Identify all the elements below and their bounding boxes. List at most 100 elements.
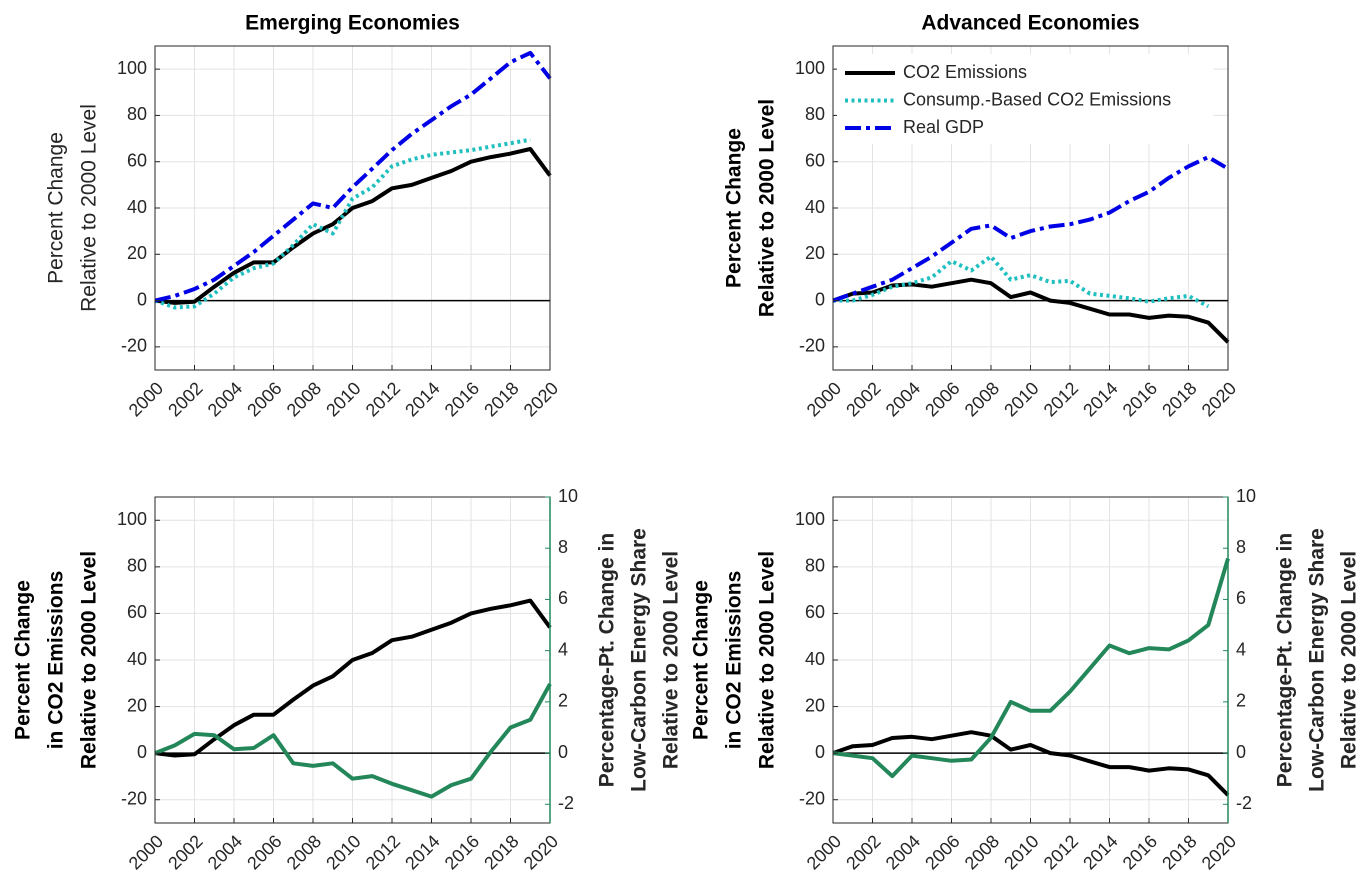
y-axis-label: Relative to 2000 Level <box>78 104 101 312</box>
y2-tick-label: 10 <box>1236 486 1256 506</box>
x-tick-label: 2000 <box>125 378 167 420</box>
y-tick-label: 0 <box>815 289 825 309</box>
y-tick-label: 60 <box>127 602 147 622</box>
series-line <box>832 730 1230 797</box>
x-tick-label: 2002 <box>842 378 884 420</box>
y-tick-label: 20 <box>127 695 147 715</box>
y2-tick-label: -2 <box>558 793 574 813</box>
y-tick-label: 80 <box>127 556 147 576</box>
y2-tick-label: 0 <box>558 742 568 762</box>
series-line <box>832 557 1230 779</box>
y-axis-label: Relative to 2000 Level <box>756 99 779 317</box>
x-tick-label: 2012 <box>362 831 404 873</box>
x-tick-label: 2006 <box>921 831 963 873</box>
y-axis-label: in CO2 Emissions <box>45 571 68 750</box>
y2-axis-label: Relative to 2000 Level <box>1338 551 1361 769</box>
x-tick-label: 2004 <box>204 831 246 873</box>
y-axis-label: Percent Change <box>690 580 713 740</box>
x-tick-label: 2010 <box>1000 378 1042 420</box>
x-tick-label: 2000 <box>803 831 845 873</box>
y-tick-label: -20 <box>121 336 147 356</box>
y2-axis-label: Percentage-Pt. Change in <box>596 533 619 787</box>
y-tick-label: 40 <box>805 197 825 217</box>
y-tick-label: 100 <box>795 509 825 529</box>
y-tick-label: 20 <box>127 243 147 263</box>
y-axis-label: Percent Change <box>723 128 746 288</box>
y-tick-label: 20 <box>805 695 825 715</box>
x-tick-label: 2020 <box>1198 831 1240 873</box>
legend-box <box>837 54 1213 144</box>
y-tick-label: -20 <box>799 788 825 808</box>
x-tick-label: 2006 <box>921 378 963 420</box>
x-tick-label: 2002 <box>842 831 884 873</box>
x-tick-label: 2020 <box>1198 378 1240 420</box>
y2-tick-label: 8 <box>1236 537 1246 557</box>
y-axis-label: Percent Change <box>45 132 68 284</box>
x-tick-label: 2016 <box>441 378 483 420</box>
y2-axis-label: Low-Carbon Energy Share <box>628 528 651 792</box>
series-line <box>154 598 552 758</box>
y2-tick-label: 10 <box>558 486 578 506</box>
y2-tick-label: -2 <box>1236 793 1252 813</box>
series-line <box>154 137 531 310</box>
x-tick-label: 2012 <box>362 378 404 420</box>
legend-label: Real GDP <box>903 117 984 137</box>
x-tick-label: 2008 <box>283 831 325 873</box>
x-tick-label: 2014 <box>1079 831 1121 873</box>
y-tick-label: 80 <box>805 556 825 576</box>
x-tick-label: 2004 <box>204 378 246 420</box>
x-tick-label: 2012 <box>1040 831 1082 873</box>
x-tick-label: 2010 <box>322 831 364 873</box>
x-tick-label: 2016 <box>1119 831 1161 873</box>
y-tick-label: -20 <box>121 788 147 808</box>
x-tick-label: 2002 <box>164 831 206 873</box>
y2-tick-label: 2 <box>558 691 568 711</box>
x-tick-label: 2014 <box>401 378 443 420</box>
x-tick-label: 2006 <box>243 378 285 420</box>
x-tick-label: 2006 <box>243 831 285 873</box>
x-tick-label: 2018 <box>480 378 522 420</box>
x-tick-label: 2016 <box>441 831 483 873</box>
y2-tick-label: 6 <box>1236 588 1246 608</box>
x-tick-label: 2018 <box>1158 378 1200 420</box>
y-axis-label: Percent Change <box>12 580 35 740</box>
legend-label: CO2 Emissions <box>903 62 1027 82</box>
series-line <box>154 50 552 303</box>
x-tick-label: 2018 <box>1158 831 1200 873</box>
y-tick-label: 80 <box>805 104 825 124</box>
x-tick-label: 2002 <box>164 378 206 420</box>
x-tick-label: 2018 <box>480 831 522 873</box>
y-tick-label: 60 <box>127 150 147 170</box>
x-tick-label: 2020 <box>520 378 562 420</box>
x-tick-label: 2004 <box>882 378 924 420</box>
series-line <box>154 682 552 799</box>
x-tick-label: 2010 <box>322 378 364 420</box>
y2-tick-label: 2 <box>1236 691 1246 711</box>
y-tick-label: 40 <box>127 197 147 217</box>
series-line <box>832 277 1230 344</box>
y-tick-label: 0 <box>137 742 147 762</box>
y-tick-label: 40 <box>805 649 825 669</box>
y-tick-label: 100 <box>795 58 825 78</box>
y-tick-label: 20 <box>805 243 825 263</box>
x-tick-label: 2008 <box>283 378 325 420</box>
y-tick-label: 0 <box>137 289 147 309</box>
x-tick-label: 2020 <box>520 831 562 873</box>
x-tick-label: 2014 <box>1079 378 1121 420</box>
y-tick-label: 80 <box>127 104 147 124</box>
y2-tick-label: 4 <box>1236 639 1246 659</box>
y2-tick-label: 6 <box>558 588 568 608</box>
x-tick-label: 2016 <box>1119 378 1161 420</box>
y-tick-label: -20 <box>799 336 825 356</box>
y-axis-label: in CO2 Emissions <box>723 571 746 750</box>
y-tick-label: 40 <box>127 649 147 669</box>
x-tick-label: 2010 <box>1000 831 1042 873</box>
chart-title: Advanced Economies <box>921 12 1139 35</box>
y2-axis-label: Low-Carbon Energy Share <box>1306 528 1329 792</box>
series-line <box>154 147 552 305</box>
chart-title: Emerging Economies <box>245 12 460 35</box>
series-line <box>832 155 1230 303</box>
y-tick-label: 60 <box>805 602 825 622</box>
x-tick-label: 2000 <box>803 378 845 420</box>
